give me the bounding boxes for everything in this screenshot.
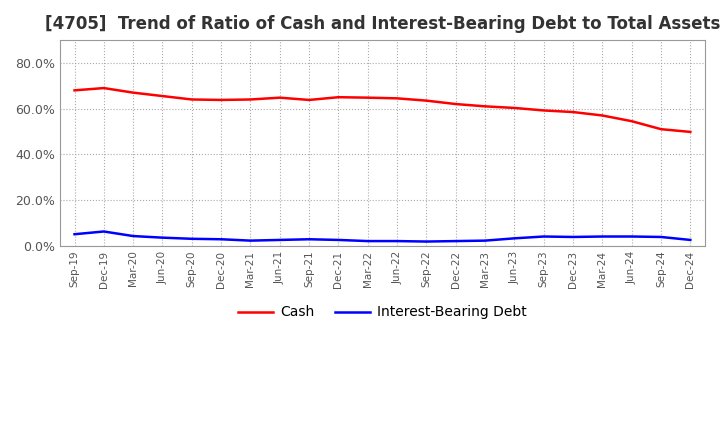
Cash	[422, 98, 431, 103]
Cash	[686, 129, 695, 135]
Interest-Bearing Debt	[334, 237, 343, 242]
Cash	[598, 113, 607, 118]
Cash	[539, 108, 548, 113]
Interest-Bearing Debt	[276, 237, 284, 242]
Title: [4705]  Trend of Ratio of Cash and Interest-Bearing Debt to Total Assets: [4705] Trend of Ratio of Cash and Intere…	[45, 15, 720, 33]
Legend: Cash, Interest-Bearing Debt: Cash, Interest-Bearing Debt	[233, 300, 532, 325]
Cash	[364, 95, 372, 100]
Cash	[627, 118, 636, 124]
Interest-Bearing Debt	[569, 235, 577, 240]
Interest-Bearing Debt	[598, 234, 607, 239]
Interest-Bearing Debt	[393, 238, 402, 244]
Cash	[276, 95, 284, 100]
Line: Cash: Cash	[75, 88, 690, 132]
Cash	[451, 101, 460, 106]
Interest-Bearing Debt	[305, 237, 313, 242]
Cash	[129, 90, 138, 95]
Interest-Bearing Debt	[364, 238, 372, 244]
Interest-Bearing Debt	[627, 234, 636, 239]
Interest-Bearing Debt	[451, 238, 460, 244]
Cash	[481, 104, 490, 109]
Cash	[158, 93, 167, 99]
Interest-Bearing Debt	[187, 236, 196, 242]
Interest-Bearing Debt	[510, 236, 518, 241]
Cash	[217, 97, 225, 103]
Cash	[393, 96, 402, 101]
Interest-Bearing Debt	[99, 229, 108, 234]
Interest-Bearing Debt	[246, 238, 255, 243]
Interest-Bearing Debt	[158, 235, 167, 240]
Interest-Bearing Debt	[657, 235, 665, 240]
Interest-Bearing Debt	[129, 233, 138, 238]
Cash	[99, 85, 108, 91]
Cash	[334, 95, 343, 100]
Interest-Bearing Debt	[422, 239, 431, 244]
Interest-Bearing Debt	[71, 231, 79, 237]
Interest-Bearing Debt	[686, 237, 695, 242]
Cash	[510, 105, 518, 110]
Cash	[187, 97, 196, 102]
Interest-Bearing Debt	[481, 238, 490, 243]
Interest-Bearing Debt	[539, 234, 548, 239]
Cash	[569, 110, 577, 115]
Interest-Bearing Debt	[217, 237, 225, 242]
Cash	[657, 127, 665, 132]
Cash	[246, 97, 255, 102]
Cash	[305, 97, 313, 103]
Cash	[71, 88, 79, 93]
Line: Interest-Bearing Debt: Interest-Bearing Debt	[75, 231, 690, 242]
